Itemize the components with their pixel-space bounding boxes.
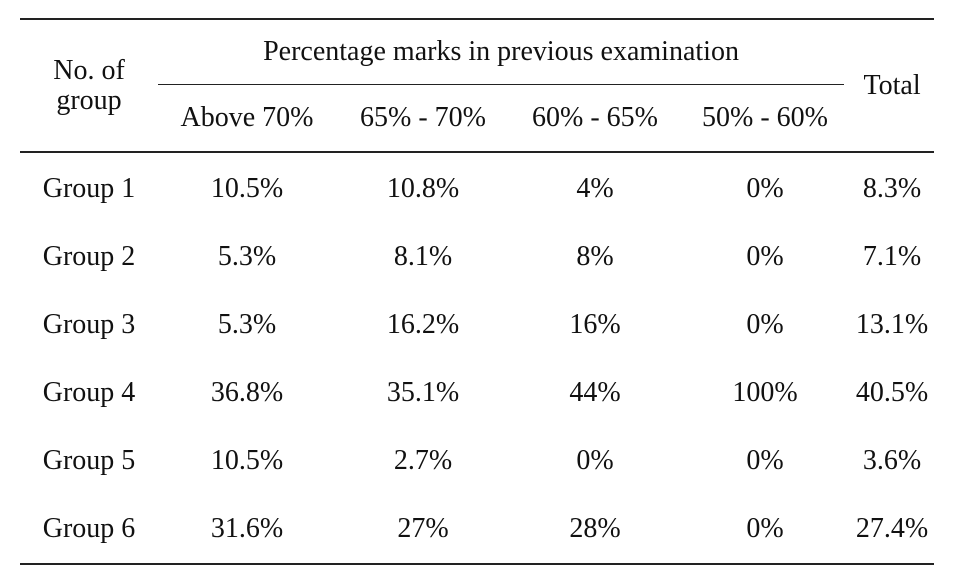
subcol-header-65-70: 65% - 70% (336, 85, 510, 152)
table-cell: 0% (680, 223, 850, 291)
total-cell: 27.4% (850, 495, 934, 564)
table-cell: 0% (680, 495, 850, 564)
row-label: Group 3 (20, 291, 158, 359)
table-row: Group 4 36.8% 35.1% 44% 100% 40.5% (20, 359, 934, 427)
table-cell: 27% (336, 495, 510, 564)
table-cell: 8.1% (336, 223, 510, 291)
subcol-header-above-70: Above 70% (158, 85, 336, 152)
table-cell: 28% (510, 495, 680, 564)
table-row: Group 2 5.3% 8.1% 8% 0% 7.1% (20, 223, 934, 291)
group-column-header-line2: group (56, 85, 121, 116)
total-cell: 40.5% (850, 359, 934, 427)
span-header-title: Percentage marks in previous examination (263, 36, 739, 67)
table-cell: 5.3% (158, 223, 336, 291)
row-label: Group 6 (20, 495, 158, 564)
subcol-header-50-60: 50% - 60% (680, 85, 850, 152)
total-cell: 13.1% (850, 291, 934, 359)
total-cell: 8.3% (850, 152, 934, 223)
data-table: No. of group Percentage marks in previou… (20, 18, 934, 565)
group-column-header-line1: No. of (53, 55, 125, 86)
table-row: Group 3 5.3% 16.2% 16% 0% 13.1% (20, 291, 934, 359)
table-cell: 36.8% (158, 359, 336, 427)
subcol-header-60-65: 60% - 65% (510, 85, 680, 152)
table-cell: 100% (680, 359, 850, 427)
row-label: Group 4 (20, 359, 158, 427)
table-cell: 10.5% (158, 427, 336, 495)
table-cell: 44% (510, 359, 680, 427)
span-header: Percentage marks in previous examination (158, 19, 850, 85)
data-table-container: No. of group Percentage marks in previou… (20, 18, 934, 565)
table-cell: 0% (680, 152, 850, 223)
table-cell: 0% (680, 291, 850, 359)
row-label: Group 1 (20, 152, 158, 223)
table-cell: 0% (510, 427, 680, 495)
table-row: Group 6 31.6% 27% 28% 0% 27.4% (20, 495, 934, 564)
row-label: Group 2 (20, 223, 158, 291)
table-cell: 0% (680, 427, 850, 495)
table-cell: 2.7% (336, 427, 510, 495)
table-cell: 31.6% (158, 495, 336, 564)
table-cell: 16.2% (336, 291, 510, 359)
table-cell: 4% (510, 152, 680, 223)
group-column-header: No. of group (20, 19, 158, 152)
row-label: Group 5 (20, 427, 158, 495)
table-cell: 10.5% (158, 152, 336, 223)
total-column-header: Total (850, 19, 934, 152)
table-cell: 35.1% (336, 359, 510, 427)
table-cell: 10.8% (336, 152, 510, 223)
table-cell: 8% (510, 223, 680, 291)
header-row-top: No. of group Percentage marks in previou… (20, 19, 934, 85)
total-cell: 7.1% (850, 223, 934, 291)
table-cell: 16% (510, 291, 680, 359)
header-row-sub: Above 70% 65% - 70% 60% - 65% 50% - 60% (20, 85, 934, 152)
total-cell: 3.6% (850, 427, 934, 495)
table-cell: 5.3% (158, 291, 336, 359)
table-row: Group 1 10.5% 10.8% 4% 0% 8.3% (20, 152, 934, 223)
table-row: Group 5 10.5% 2.7% 0% 0% 3.6% (20, 427, 934, 495)
